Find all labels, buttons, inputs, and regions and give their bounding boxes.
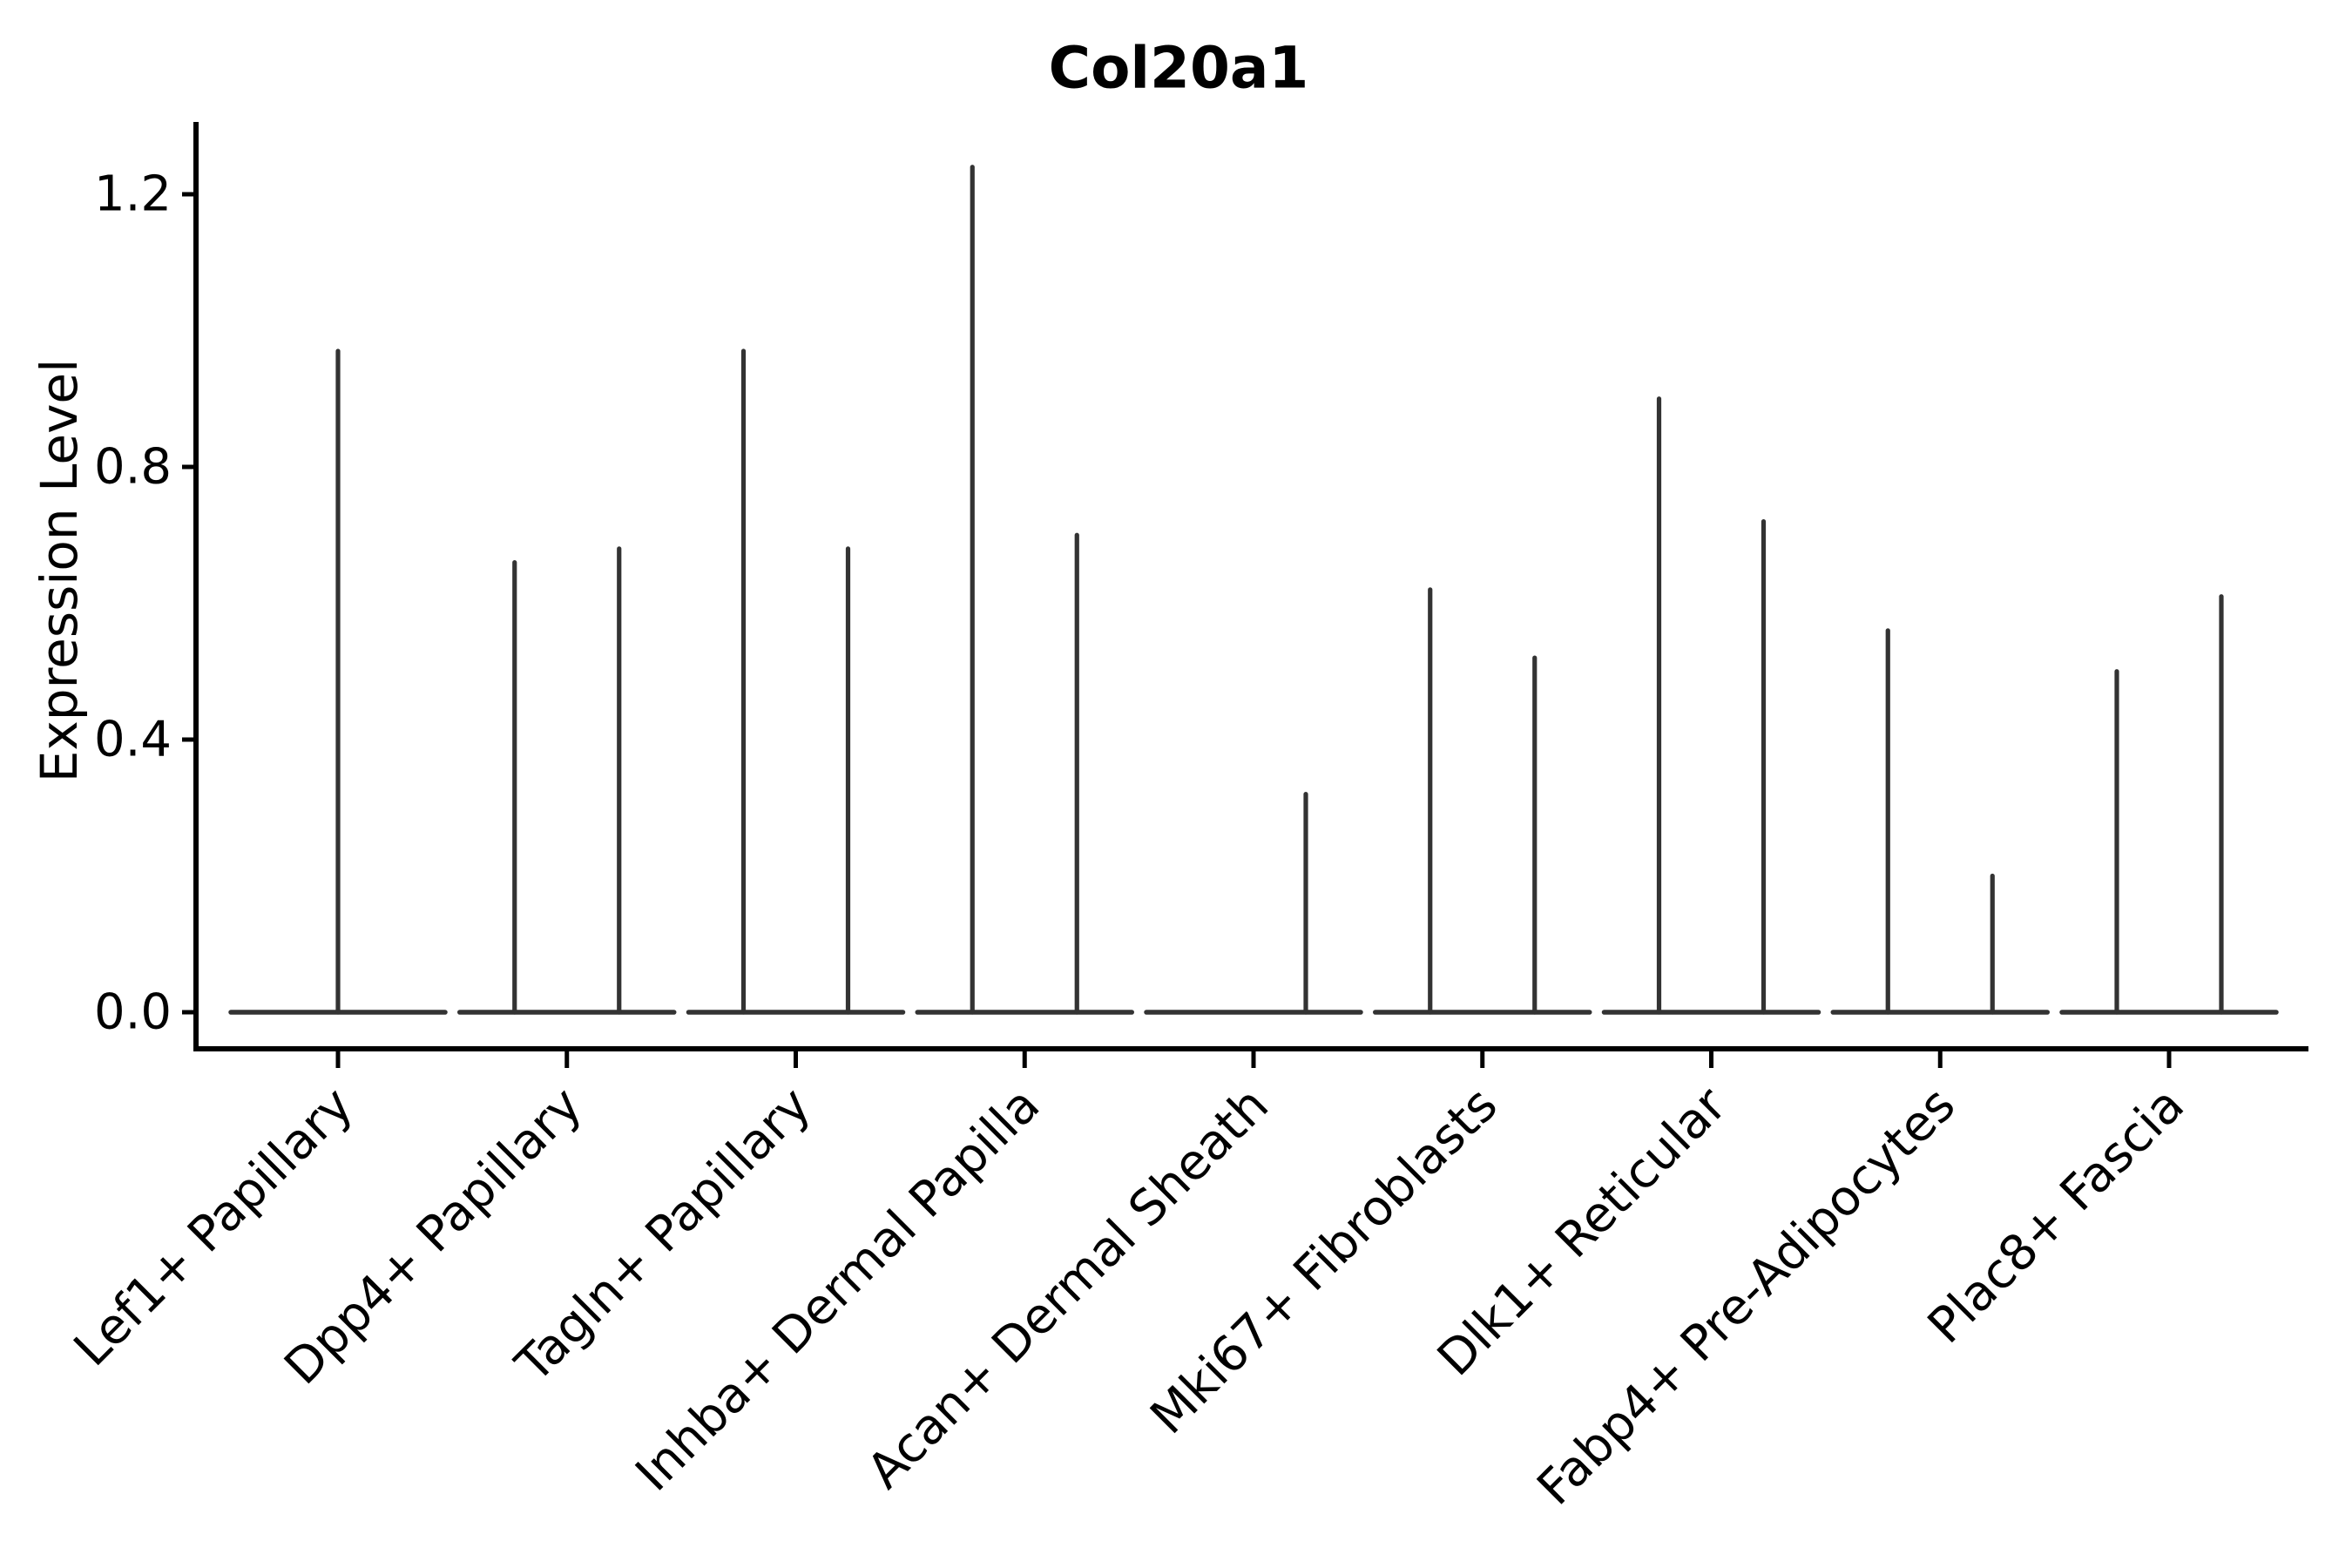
y-axis-title: Expression Level: [30, 359, 89, 782]
chart-title: Col20a1: [1049, 35, 1309, 102]
x-category-label: Inhba+ Dermal Papilla: [625, 1077, 1051, 1503]
y-tick-label: 0.4: [94, 712, 172, 768]
x-category-label: Fabp4+ Pre-Adipocytes: [1527, 1077, 1967, 1517]
y-tick-label: 0.8: [94, 439, 172, 496]
y-tick-label: 1.2: [94, 166, 172, 223]
y-tick-label: 0.0: [94, 984, 172, 1041]
x-category-label: Acan+ Dermal Sheath: [856, 1077, 1280, 1500]
